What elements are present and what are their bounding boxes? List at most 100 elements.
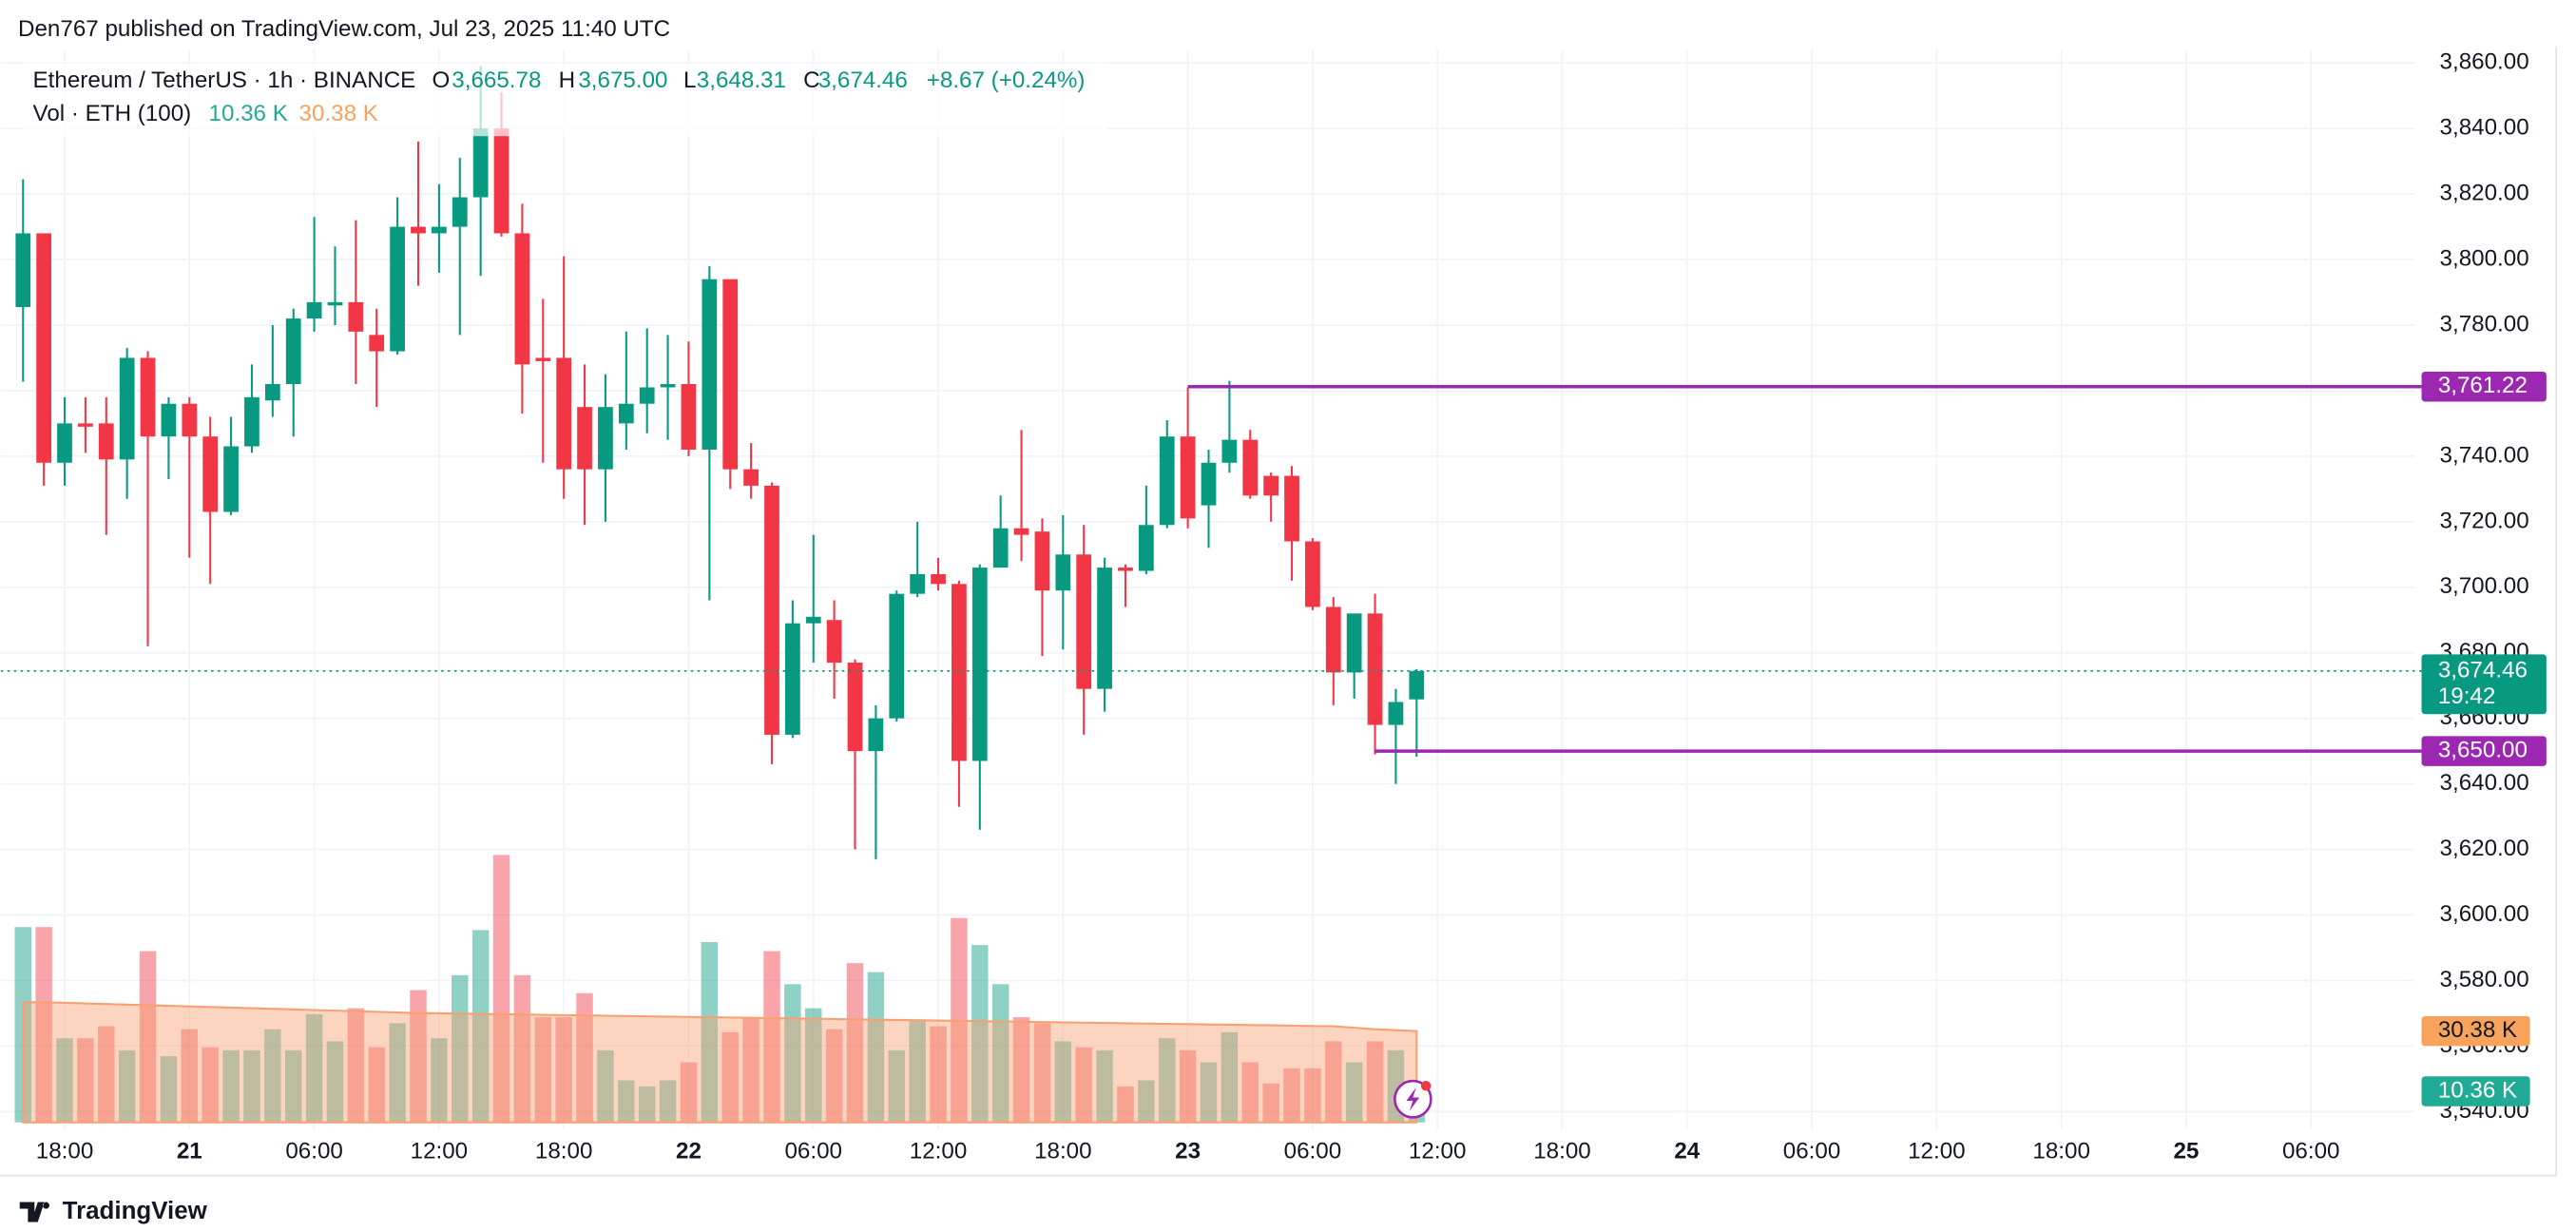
volume-ma-tag-label: 30.38 K — [2438, 1017, 2517, 1043]
volume-bar — [638, 1086, 656, 1123]
candle-body — [1138, 525, 1154, 571]
candle-body — [784, 623, 800, 735]
candle-body — [285, 318, 301, 385]
x-tick-label: 18:00 — [1034, 1139, 1092, 1165]
candle-body — [15, 233, 31, 308]
volume-bar — [1345, 1062, 1363, 1123]
legend: Ethereum / TetherUS · 1h · BINANCE O 3,665… — [23, 63, 1107, 137]
candle-body — [681, 384, 697, 450]
volume-bar — [805, 1008, 822, 1123]
volume-bar — [763, 951, 780, 1123]
volume-bar — [659, 1080, 677, 1123]
volume-bar — [1033, 1023, 1051, 1123]
x-tick-label: 23 — [1175, 1139, 1201, 1165]
candle-body — [244, 396, 260, 447]
candle-body — [452, 197, 468, 227]
candle-body — [722, 279, 739, 470]
candle-body — [306, 301, 322, 319]
tv-logo — [19, 1202, 49, 1222]
price-level-tag — [2421, 371, 2547, 402]
y-tick-label: 3,820.00 — [2440, 180, 2529, 205]
ohlc-value: 3,675.00 — [578, 67, 667, 93]
candle-body — [952, 584, 967, 761]
ohlc-value: 3,665.78 — [452, 67, 541, 93]
volume-bar — [1366, 1041, 1384, 1123]
x-tick-label: 18:00 — [1533, 1139, 1591, 1165]
volume-bar — [1283, 1068, 1300, 1123]
x-tick-label: 12:00 — [910, 1139, 968, 1165]
candle-body — [1367, 613, 1383, 725]
volume-bar — [35, 927, 52, 1123]
volume-bar — [1241, 1062, 1259, 1123]
x-tick-label: 06:00 — [1783, 1139, 1841, 1165]
volume-bar — [825, 1029, 843, 1123]
volume-bar — [452, 974, 469, 1123]
candle-body — [556, 357, 572, 470]
candle-body — [1180, 436, 1196, 519]
volume-bar — [347, 1008, 365, 1123]
volume-ma-value: 30.38 K — [299, 101, 378, 126]
candle-body — [1159, 436, 1175, 526]
last-price-tag — [2421, 654, 2547, 715]
replay-icon-bolt — [1406, 1088, 1420, 1111]
x-tick-label: 06:00 — [1284, 1139, 1342, 1165]
y-tick-label: 3,740.00 — [2440, 442, 2529, 468]
candle-body — [36, 233, 52, 463]
volume-bar — [1262, 1083, 1279, 1123]
candle-body — [348, 301, 364, 332]
volume-bar — [618, 1080, 635, 1123]
volume-bar — [1054, 1041, 1072, 1123]
volume-bar — [1158, 1038, 1176, 1123]
x-tick-label: 18:00 — [535, 1139, 593, 1165]
candle-body — [992, 528, 1009, 568]
volume-bar — [389, 1023, 406, 1123]
ohlc-key: C — [803, 67, 819, 93]
price-level-label: 3,761.22 — [2438, 373, 2528, 398]
volume-bar — [222, 1049, 240, 1123]
replay-icon-dot — [1420, 1081, 1432, 1091]
volume-title: Vol · ETH (100) — [33, 101, 192, 126]
volume-bar — [181, 1029, 199, 1123]
candle-body — [826, 620, 842, 664]
legend-bg — [23, 63, 1107, 137]
ohlc-key: L — [683, 67, 696, 93]
price-level-tag — [2421, 736, 2547, 766]
volume-tag — [2421, 1076, 2530, 1107]
candle-body — [1034, 531, 1050, 591]
candle-body — [1409, 670, 1425, 700]
change-label: +8.67 (+0.24%) — [927, 67, 1086, 93]
x-tick-label: 12:00 — [411, 1139, 469, 1165]
volume-ma-tag — [2421, 1015, 2530, 1047]
candle-body — [1221, 439, 1238, 463]
x-tick-label: 12:00 — [1908, 1139, 1966, 1165]
x-tick-label: 18:00 — [36, 1139, 94, 1165]
volume-bar — [368, 1047, 385, 1123]
y-tick-label: 3,640.00 — [2440, 770, 2529, 796]
candle-body — [1388, 702, 1404, 725]
ohlc-key: H — [559, 67, 575, 93]
candle-body — [327, 301, 343, 306]
volume-bar — [846, 963, 864, 1123]
volume-bar — [1117, 1086, 1134, 1123]
candle-body — [1305, 541, 1320, 607]
candle-body — [764, 485, 779, 735]
candle-body — [598, 407, 613, 470]
y-tick-label: 3,600.00 — [2440, 901, 2529, 927]
candle-body — [140, 357, 156, 437]
candle-body — [1263, 475, 1279, 496]
volume-bar — [971, 945, 989, 1123]
candle-body — [182, 403, 198, 437]
x-tick-label: 06:00 — [285, 1139, 343, 1165]
volume-bar — [284, 1049, 302, 1123]
volume-bar — [77, 1038, 94, 1123]
x-tick-label: 18:00 — [2032, 1139, 2090, 1165]
volume-bar — [1325, 1041, 1342, 1123]
volume-bar — [1221, 1031, 1239, 1123]
y-tick-label: 3,700.00 — [2440, 573, 2529, 599]
volume-bar — [555, 1017, 572, 1123]
candle-body — [805, 616, 821, 624]
candle-body — [1284, 475, 1299, 542]
volume-bar — [471, 930, 490, 1123]
